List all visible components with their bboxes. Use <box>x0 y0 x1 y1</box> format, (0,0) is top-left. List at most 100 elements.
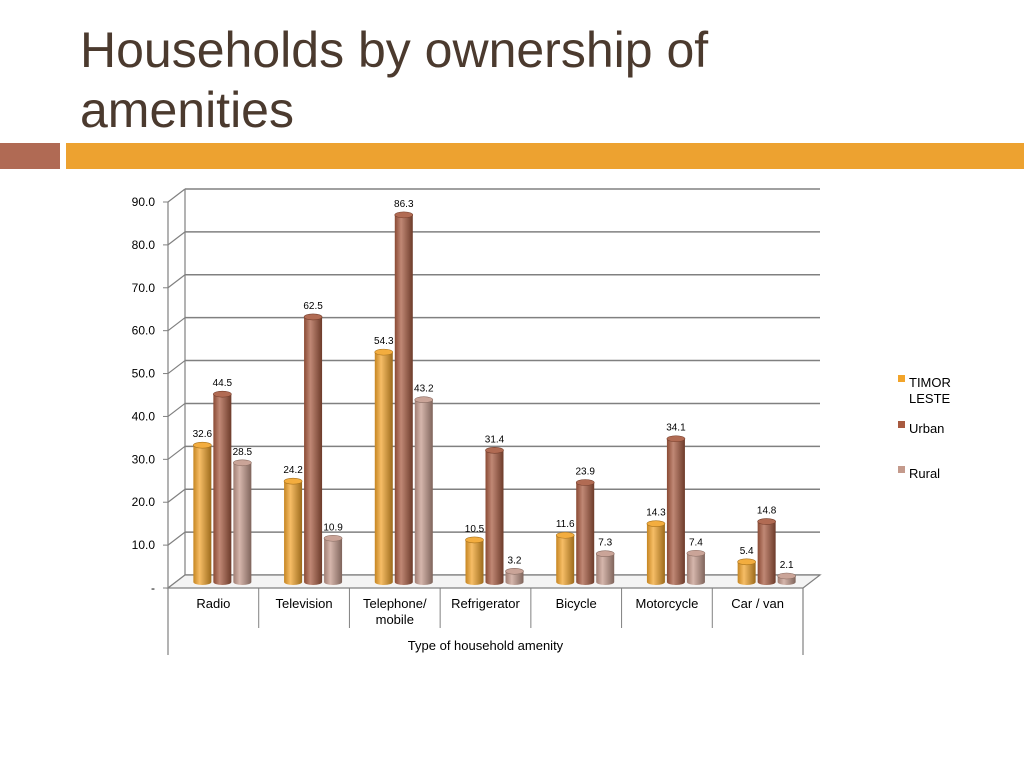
bar-top <box>485 447 504 454</box>
data-label: 7.4 <box>689 537 703 548</box>
category-label: Motorcycle <box>635 596 698 611</box>
category-label: Television <box>276 596 333 611</box>
category-label: Telephone/mobile <box>363 596 427 627</box>
bar <box>686 553 705 585</box>
data-label: 5.4 <box>740 546 754 557</box>
y-tick-label: 60.0 <box>132 324 156 338</box>
data-label: 32.6 <box>193 429 213 440</box>
data-label: 34.1 <box>666 423 686 434</box>
bar-top <box>323 534 343 542</box>
bar <box>485 450 504 585</box>
legend-label: TIMOR LESTE <box>909 375 951 406</box>
x-axis-title: Type of household amenity <box>408 638 564 653</box>
side-wall-line <box>167 360 186 375</box>
bar-top <box>414 396 434 404</box>
bar-top <box>303 313 323 321</box>
bar-top <box>777 572 796 580</box>
legend-label: Urban <box>909 421 944 436</box>
bar-top <box>213 390 232 398</box>
data-label: 2.1 <box>780 560 794 571</box>
data-label: 3.2 <box>508 555 522 566</box>
bar-top <box>283 477 303 485</box>
side-wall-line <box>167 445 186 460</box>
data-label: 62.5 <box>303 301 323 312</box>
bar-top <box>394 211 414 219</box>
side-wall-line <box>167 488 186 503</box>
category-label: Bicycle <box>556 596 597 611</box>
legend-swatch <box>898 375 905 382</box>
title-accent-bar-left <box>0 143 60 169</box>
side-wall-line <box>167 531 186 546</box>
y-tick-label: 90.0 <box>132 195 156 209</box>
legend-label: Rural <box>909 466 940 481</box>
side-wall-line <box>167 188 186 203</box>
data-label: 10.5 <box>465 524 485 535</box>
bar <box>284 481 303 585</box>
y-tick-label: 50.0 <box>132 367 156 381</box>
bar <box>324 538 343 585</box>
bar-top <box>686 549 706 557</box>
bar <box>666 438 685 585</box>
data-label: 24.2 <box>283 465 303 476</box>
category-label: Refrigerator <box>451 596 520 611</box>
bar <box>757 521 776 585</box>
legend-swatch <box>898 421 905 428</box>
bar-top <box>646 520 666 527</box>
data-label: 54.3 <box>374 336 394 347</box>
bar <box>304 316 323 585</box>
side-wall-line <box>167 317 186 332</box>
y-tick-label: 70.0 <box>132 281 156 295</box>
data-label: 10.9 <box>323 522 343 533</box>
data-label: 7.3 <box>598 538 612 549</box>
y-tick-label: 30.0 <box>132 452 156 466</box>
y-tick-label: 20.0 <box>132 495 156 509</box>
bar <box>646 523 665 585</box>
bar-top <box>757 518 776 525</box>
category-label: Radio <box>196 596 230 611</box>
bar-top <box>374 348 394 356</box>
bar-top <box>193 441 212 449</box>
bar-top <box>505 567 524 575</box>
bar-top <box>233 459 252 467</box>
bar <box>737 561 756 585</box>
slide-title-line-2: amenities <box>80 82 294 138</box>
bar-top <box>465 536 484 544</box>
data-label: 86.3 <box>394 199 414 210</box>
slide-title: Households by ownership of amenities <box>80 20 980 140</box>
bar <box>374 352 393 585</box>
bar-top <box>555 531 575 539</box>
data-label: 44.5 <box>213 378 233 389</box>
bar <box>193 445 212 585</box>
y-tick-label: - <box>151 581 155 595</box>
bar <box>505 571 524 585</box>
bar-top <box>595 550 615 557</box>
data-label: 14.3 <box>646 508 666 519</box>
y-tick-label: 10.0 <box>132 538 156 552</box>
bar-top <box>575 479 595 486</box>
bar <box>556 535 575 585</box>
category-label: Car / van <box>731 596 784 611</box>
data-label: 31.4 <box>485 434 505 445</box>
slide-title-line-1: Households by ownership of <box>80 22 709 78</box>
title-accent-bar-right <box>66 143 1024 169</box>
bar <box>414 399 433 585</box>
bar-top <box>666 435 686 443</box>
y-tick-label: 40.0 <box>132 409 156 423</box>
data-label: 28.5 <box>233 447 253 458</box>
bar <box>213 394 232 585</box>
data-label: 14.8 <box>757 506 777 517</box>
data-label: 11.6 <box>556 519 575 530</box>
side-wall-line <box>167 402 186 417</box>
data-label: 23.9 <box>575 466 595 477</box>
bar <box>233 462 252 585</box>
bar <box>465 539 484 585</box>
data-label: 43.2 <box>414 384 434 395</box>
bar <box>596 553 615 585</box>
side-wall-line <box>167 231 186 246</box>
bar <box>576 482 595 585</box>
y-tick-label: 80.0 <box>132 238 156 252</box>
bar <box>394 214 413 585</box>
legend-swatch <box>898 466 905 473</box>
bar-top <box>737 558 756 566</box>
